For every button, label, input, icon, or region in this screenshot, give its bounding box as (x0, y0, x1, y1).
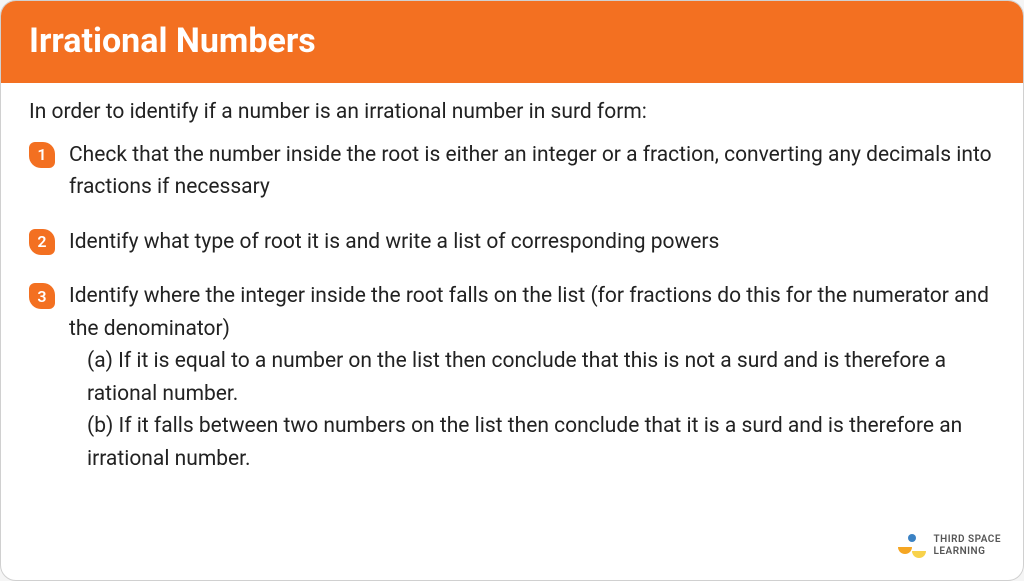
logo-icon (898, 534, 926, 558)
brand-logo: THIRD SPACE LEARNING (898, 534, 1001, 558)
step-text: Identify what type of root it is and wri… (69, 226, 995, 259)
step-3: 3 Identify where the integer inside the … (29, 280, 995, 475)
step-2: 2 Identify what type of root it is and w… (29, 226, 995, 259)
step-text: Identify where the integer inside the ro… (69, 280, 995, 475)
card-title: Irrational Numbers (29, 21, 995, 61)
step-badge: 1 (29, 142, 55, 168)
step-main: Identify where the integer inside the ro… (69, 284, 989, 341)
logo-line2: LEARNING (934, 546, 1001, 558)
lesson-card: Irrational Numbers In order to identify … (0, 0, 1024, 581)
logo-text: THIRD SPACE LEARNING (934, 534, 1001, 558)
card-content: In order to identify if a number is an i… (1, 83, 1023, 493)
step-1: 1 Check that the number inside the root … (29, 139, 995, 204)
step-sub-a: (a) If it is equal to a number on the li… (69, 345, 995, 410)
card-header: Irrational Numbers (1, 1, 1023, 83)
step-text: Check that the number inside the root is… (69, 139, 995, 204)
step-sub-b: (b) If it falls between two numbers on t… (69, 410, 995, 475)
intro-text: In order to identify if a number is an i… (29, 97, 995, 129)
step-badge: 2 (29, 229, 55, 255)
step-badge: 3 (29, 283, 55, 309)
logo-line1: THIRD SPACE (934, 534, 1001, 546)
